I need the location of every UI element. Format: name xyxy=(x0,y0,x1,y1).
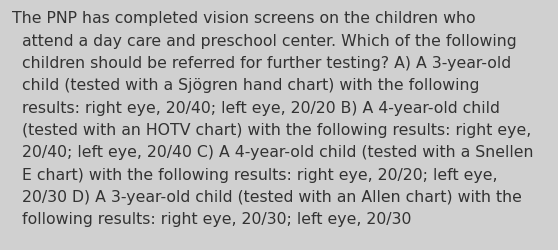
Text: following results: right eye, 20/30; left eye, 20/30: following results: right eye, 20/30; lef… xyxy=(12,212,412,226)
Text: (tested with an HOTV chart) with the following results: right eye,: (tested with an HOTV chart) with the fol… xyxy=(12,122,532,138)
Text: attend a day care and preschool center. Which of the following: attend a day care and preschool center. … xyxy=(12,34,517,48)
Text: children should be referred for further testing? A) A 3-year-old: children should be referred for further … xyxy=(12,56,511,71)
Text: results: right eye, 20/40; left eye, 20/20 B) A 4-year-old child: results: right eye, 20/40; left eye, 20/… xyxy=(12,100,500,115)
Text: The PNP has completed vision screens on the children who: The PNP has completed vision screens on … xyxy=(12,11,476,26)
Text: E chart) with the following results: right eye, 20/20; left eye,: E chart) with the following results: rig… xyxy=(12,167,498,182)
Text: 20/30 D) A 3-year-old child (tested with an Allen chart) with the: 20/30 D) A 3-year-old child (tested with… xyxy=(12,189,522,204)
Text: child (tested with a Sjögren hand chart) with the following: child (tested with a Sjögren hand chart)… xyxy=(12,78,480,93)
Text: 20/40; left eye, 20/40 C) A 4-year-old child (tested with a Snellen: 20/40; left eye, 20/40 C) A 4-year-old c… xyxy=(12,145,534,160)
